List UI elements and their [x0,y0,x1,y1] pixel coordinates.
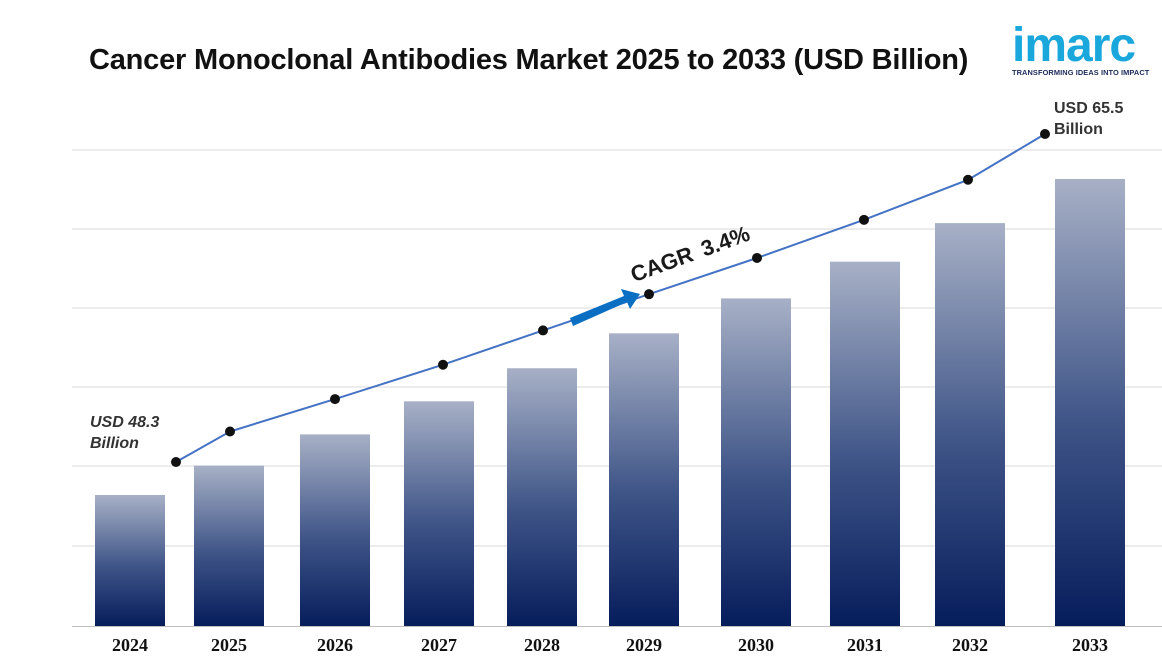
imarc-logo: imarc TRANSFORMING IDEAS INTO IMPACT [1008,14,1158,80]
logo-wordmark: imarc [1012,19,1136,72]
chart-title: Cancer Monoclonal Antibodies Market 2025… [89,44,969,76]
bar-2024 [95,495,165,626]
bar-2033 [1055,179,1125,626]
trend-point-2032 [963,174,973,185]
logo-tagline: TRANSFORMING IDEAS INTO IMPACT [1012,68,1150,77]
bar-2025 [194,465,264,626]
x-tick-2033: 2033 [1072,635,1108,655]
x-tick-2032: 2032 [952,635,988,655]
x-tick-2026: 2026 [317,635,353,655]
x-tick-2031: 2031 [847,635,883,655]
x-tick-2030: 2030 [738,635,774,655]
end-value-annotation: USD 65.5 Billion [1054,98,1123,140]
trend-point-2031 [859,214,869,225]
x-tick-labels: 2024 2025 2026 2027 2028 2029 2030 2031 2032 2033 [112,635,1108,655]
trend-point-2033 [1040,129,1050,139]
trend-point-2026 [330,394,340,405]
end-value-line2: Billion [1054,121,1103,138]
bars-group [95,179,1125,626]
x-tick-2028: 2028 [524,635,560,655]
x-tick-2024: 2024 [112,635,148,655]
trend-point-2028 [538,325,548,336]
end-value-line1: USD 65.5 [1054,100,1124,117]
bar-2030 [721,298,791,626]
x-tick-2025: 2025 [211,635,247,655]
trend-point-2025 [225,426,235,437]
start-value-annotation: USD 48.3 Billion [90,412,159,454]
x-tick-2027: 2027 [421,635,457,655]
bar-2029 [609,333,679,626]
cagr-arrow-icon [570,289,640,326]
bar-2026 [300,434,370,626]
trend-point-2027 [438,359,448,370]
trend-point-2029 [644,289,654,300]
x-tick-2029: 2029 [626,635,662,655]
bar-2032 [935,223,1005,626]
start-value-line1: USD 48.3 [90,414,160,431]
bar-2028 [507,368,577,626]
start-value-line2: Billion [90,435,139,452]
bar-2027 [404,401,474,626]
trend-point-2030 [752,252,762,263]
trend-point-2024 [171,457,181,467]
bar-2031 [830,261,900,626]
